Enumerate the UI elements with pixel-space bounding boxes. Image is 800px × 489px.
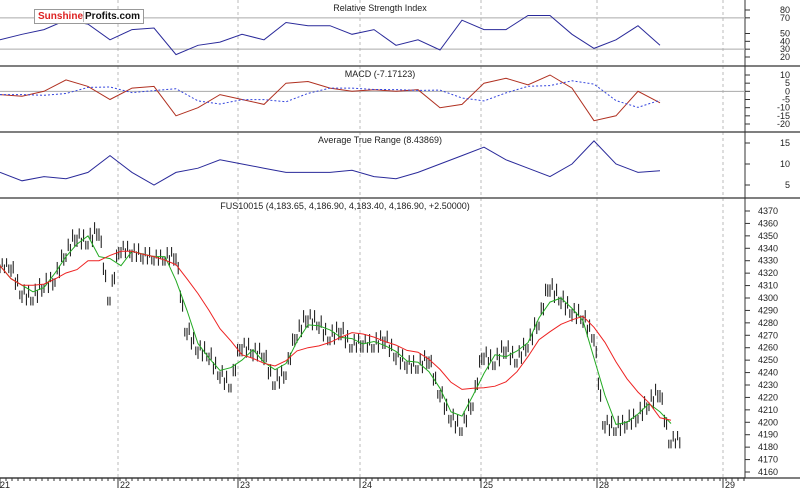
x-tick-label: 24 — [362, 480, 372, 489]
y-tick-label: 4350 — [758, 231, 778, 241]
fast-moving-average — [0, 235, 672, 425]
y-tick-label: 4160 — [758, 467, 778, 477]
y-tick-label: 4330 — [758, 256, 778, 266]
y-tick-label: 10 — [780, 159, 790, 169]
y-tick-label: 20 — [780, 52, 790, 62]
panel-title: Average True Range (8.43869) — [318, 135, 442, 145]
y-tick-label: -10 — [777, 103, 790, 113]
y-tick-label: 80 — [780, 5, 790, 15]
sunshine-profits-logo: Sunshine Profits.com — [34, 9, 145, 24]
y-tick-label: 4190 — [758, 430, 778, 440]
y-tick-label: 4370 — [758, 206, 778, 216]
x-tick-label: 28 — [599, 480, 609, 489]
x-tick-label: 25 — [483, 480, 493, 489]
macd-signal-line — [0, 80, 661, 108]
y-tick-label: 5 — [785, 78, 790, 88]
panel-title: Relative Strength Index — [333, 3, 427, 13]
y-tick-label: 4340 — [758, 243, 778, 253]
y-tick-label: 4290 — [758, 305, 778, 315]
y-tick-label: 4180 — [758, 442, 778, 452]
y-tick-label: 4170 — [758, 455, 778, 465]
y-tick-label: 40 — [780, 36, 790, 46]
y-tick-label: 4300 — [758, 293, 778, 303]
y-tick-label: -15 — [777, 111, 790, 121]
y-tick-label: 10 — [780, 70, 790, 80]
y-tick-label: 4250 — [758, 355, 778, 365]
x-tick-label: 23 — [240, 480, 250, 489]
macd-line — [0, 74, 661, 122]
slow-moving-average — [0, 250, 672, 421]
y-tick-label: 4200 — [758, 417, 778, 427]
y-tick-label: 0 — [785, 86, 790, 96]
y-tick-label: 4310 — [758, 281, 778, 291]
atr-line — [0, 140, 661, 186]
y-tick-label: 50 — [780, 29, 790, 39]
panel-title: MACD (-7.17123) — [345, 69, 416, 79]
panel-title: FUS10015 (4,183.65, 4,186.90, 4,183.40, … — [220, 201, 469, 211]
y-tick-label: 4240 — [758, 368, 778, 378]
y-tick-label: 4270 — [758, 330, 778, 340]
y-tick-label: 4220 — [758, 392, 778, 402]
x-tick-label: 21 — [0, 480, 10, 489]
y-tick-label: 30 — [780, 44, 790, 54]
y-tick-label: -5 — [782, 95, 790, 105]
y-tick-label: 4260 — [758, 343, 778, 353]
y-tick-label: 4230 — [758, 380, 778, 390]
y-tick-label: 4280 — [758, 318, 778, 328]
y-tick-label: 70 — [780, 13, 790, 23]
y-tick-label: 4210 — [758, 405, 778, 415]
y-tick-label: 4360 — [758, 218, 778, 228]
y-tick-label: 15 — [780, 138, 790, 148]
y-tick-label: 5 — [785, 180, 790, 190]
y-tick-label: -20 — [777, 119, 790, 129]
rsi-line — [0, 15, 661, 56]
x-tick-label: 29 — [725, 480, 735, 489]
x-tick-label: 22 — [120, 480, 130, 489]
y-tick-label: 4320 — [758, 268, 778, 278]
